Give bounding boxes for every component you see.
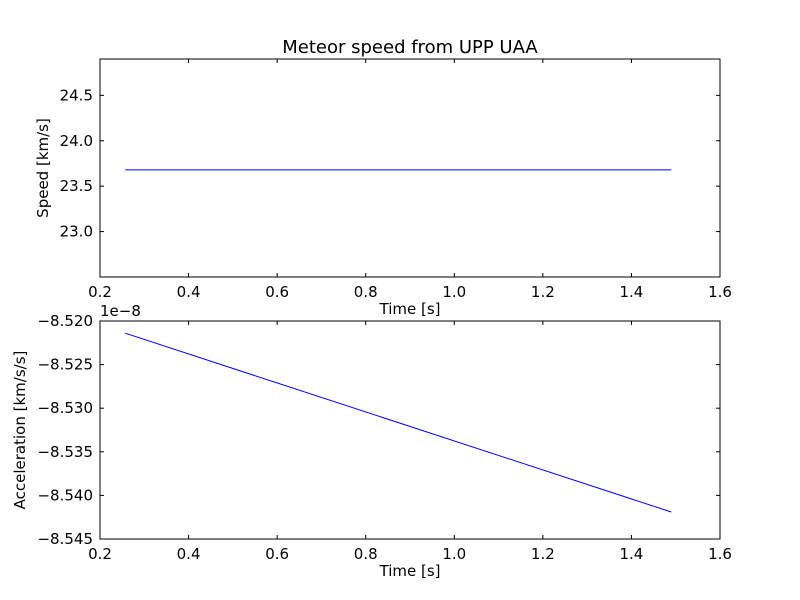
- speed-y-ticks: 23.0 23.5 24.0 24.5: [60, 86, 720, 241]
- speed-x-tick-label: 1.2: [531, 283, 555, 301]
- acceleration-x-tick-label: 1.0: [442, 545, 466, 563]
- acceleration-x-tick-label: 0.2: [88, 545, 112, 563]
- acceleration-y-tick-label: −8.530: [37, 399, 93, 417]
- acceleration-series-line: [125, 332, 672, 513]
- acceleration-y-tick-label: −8.520: [37, 312, 93, 330]
- acceleration-x-tick-label: 0.4: [177, 545, 201, 563]
- acceleration-x-ticks: 0.2 0.4 0.6 0.8 1.0 1.2 1.4 1.6: [88, 321, 732, 563]
- acceleration-y-axis-label: Acceleration [km/s/s]: [11, 351, 29, 510]
- speed-chart-title: Meteor speed from UPP UAA: [282, 37, 538, 58]
- acceleration-y-ticks: −8.545 −8.540 −8.535 −8.530 −8.525 −8.520: [37, 312, 720, 548]
- speed-x-ticks: 0.2 0.4 0.6 0.8 1.0 1.2 1.4 1.6: [88, 59, 732, 301]
- speed-x-axis-label: Time [s]: [379, 300, 441, 318]
- acceleration-x-axis-label: Time [s]: [379, 562, 441, 580]
- speed-x-tick-label: 0.2: [88, 283, 112, 301]
- acceleration-y-tick-label: −8.525: [37, 356, 93, 374]
- speed-x-tick-label: 1.6: [708, 283, 732, 301]
- acceleration-x-tick-label: 0.8: [354, 545, 378, 563]
- speed-y-axis-label: Speed [km/s]: [34, 118, 52, 218]
- acceleration-axes-frame: [99, 320, 721, 540]
- acceleration-x-tick-label: 1.4: [619, 545, 643, 563]
- speed-chart: Meteor speed from UPP UAA 0.2 0.4 0.6 0.8 1.…: [34, 37, 732, 318]
- speed-x-tick-label: 0.8: [354, 283, 378, 301]
- acceleration-y-tick-label: −8.535: [37, 443, 93, 461]
- speed-axes-frame: [99, 58, 721, 278]
- acceleration-y-tick-label: −8.545: [37, 530, 93, 548]
- speed-x-tick-label: 0.4: [177, 283, 201, 301]
- acceleration-x-tick-label: 0.6: [265, 545, 289, 563]
- speed-y-tick-label: 24.5: [60, 86, 93, 104]
- speed-x-tick-label: 0.6: [265, 283, 289, 301]
- speed-x-tick-label: 1.4: [619, 283, 643, 301]
- acceleration-x-tick-label: 1.6: [708, 545, 732, 563]
- speed-y-tick-label: 24.0: [60, 132, 93, 150]
- acceleration-x-tick-label: 1.2: [531, 545, 555, 563]
- acceleration-offset-label: 1e−8: [100, 302, 141, 320]
- acceleration-chart: 0.2 0.4 0.6 0.8 1.0 1.2 1.4 1.6 −8.545−8.540−8.…: [11, 302, 732, 580]
- acceleration-y-tick-label: −8.540: [37, 486, 93, 504]
- speed-x-tick-label: 1.0: [442, 283, 466, 301]
- speed-y-tick-label: 23.0: [60, 223, 93, 241]
- speed-y-tick-label: 23.5: [60, 177, 93, 195]
